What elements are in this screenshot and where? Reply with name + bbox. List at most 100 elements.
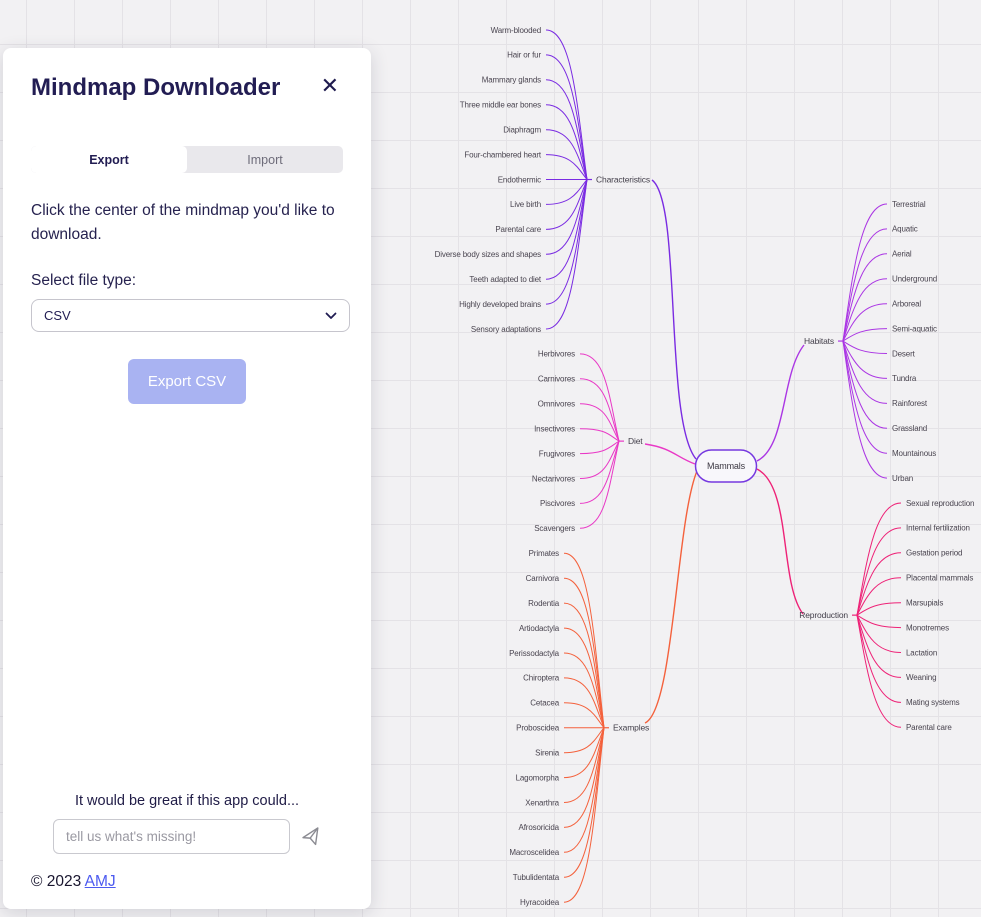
mindmap-branch-reproduction: Sexual reproduction Internal fertilizatio… <box>756 468 974 732</box>
mindmap-leaf-node[interactable]: Endothermic <box>498 175 542 184</box>
mindmap-branch-node[interactable]: Characteristics <box>596 174 650 184</box>
mindmap-leaf-node[interactable]: Nectarivores <box>532 474 575 483</box>
mindmap-leaf-node[interactable]: Arboreal <box>892 300 922 309</box>
mindmap-leaf-node[interactable]: Rodentia <box>528 599 560 608</box>
mindmap-leaf-node[interactable]: Grassland <box>892 424 927 433</box>
mindmap-leaf-node[interactable]: Mountainous <box>892 449 936 458</box>
mindmap-leaf-node[interactable]: Piscivores <box>540 499 575 508</box>
mindmap-edge <box>856 614 902 629</box>
mindmap-leaf-node[interactable]: Frugivores <box>539 449 576 458</box>
mindmap-leaf-node[interactable]: Carnivora <box>526 574 560 583</box>
mindmap-edge <box>579 378 620 442</box>
mindmap-leaf-node[interactable]: Highly developed brains <box>459 300 541 309</box>
mindmap-leaf-node[interactable]: Parental care <box>495 225 541 234</box>
mindmap-edge <box>644 443 696 465</box>
mindmap-edge <box>856 614 902 653</box>
mindmap-leaf-node[interactable]: Three middle ear bones <box>460 101 541 110</box>
mindmap-leaf-node[interactable]: Artiodactyla <box>519 624 560 633</box>
mindmap-leaf-node[interactable]: Weaning <box>906 673 937 682</box>
mindmap-leaf-node[interactable]: Insectivores <box>534 425 575 434</box>
mindmap-leaf-node[interactable]: Marsupials <box>906 599 943 608</box>
mindmap-leaf-node[interactable]: Underground <box>892 275 937 284</box>
mindmap-branch-node[interactable]: Diet <box>628 436 643 446</box>
mindmap-edge <box>545 179 588 280</box>
mindmap-leaf-node[interactable]: Parental care <box>906 723 952 732</box>
mindmap-leaf-node[interactable]: Chiroptera <box>523 674 560 683</box>
mindmap-leaf-node[interactable]: Hyracoidea <box>520 898 560 907</box>
mindmap-leaf-node[interactable]: Diverse body sizes and shapes <box>435 250 542 259</box>
mindmap-edge <box>756 344 805 462</box>
mindmap-leaf-node[interactable]: Macroscelidea <box>509 848 559 857</box>
mindmap-edge <box>563 727 605 853</box>
panel-header: Mindmap Downloader ✕ <box>31 72 343 104</box>
mindmap-root-node[interactable]: Mammals <box>694 449 758 483</box>
mindmap-root-label[interactable]: Mammals <box>707 461 746 471</box>
feedback-row <box>31 819 343 854</box>
mindmap-leaf-node[interactable]: Tundra <box>892 374 917 383</box>
feedback-input[interactable] <box>53 819 290 854</box>
mindmap-leaf-node[interactable]: Rainforest <box>892 399 928 408</box>
mindmap-leaf-node[interactable]: Urban <box>892 474 913 483</box>
mindmap-leaf-node[interactable]: Placental mammals <box>906 574 974 583</box>
mindmap-leaf-node[interactable]: Aquatic <box>892 225 918 234</box>
mindmap-edge <box>842 340 888 354</box>
mindmap-leaf-node[interactable]: Herbivores <box>538 350 575 359</box>
mindmap-leaf-node[interactable]: Hair or fur <box>507 51 542 60</box>
mindmap-edge <box>856 614 902 678</box>
tab-import[interactable]: Import <box>187 146 343 173</box>
file-type-select[interactable]: CSV <box>31 299 350 332</box>
mindmap-edge <box>545 129 588 180</box>
mindmap-leaf-node[interactable]: Carnivores <box>538 375 575 384</box>
mindmap-edge <box>563 627 605 728</box>
mindmap-leaf-node[interactable]: Four-chambered heart <box>464 150 542 159</box>
mindmap-leaf-node[interactable]: Teeth adapted to diet <box>469 275 542 284</box>
mindmap-leaf-node[interactable]: Gestation period <box>906 549 962 558</box>
mindmap-edge <box>856 552 902 616</box>
mindmap-leaf-node[interactable]: Aerial <box>892 250 912 259</box>
export-csv-button[interactable]: Export CSV <box>128 359 246 404</box>
mindmap-branch-node[interactable]: Examples <box>613 723 649 733</box>
mindmap-leaf-node[interactable]: Semi-aquatic <box>892 324 937 333</box>
mindmap-edge <box>545 29 588 180</box>
mindmap-leaf-node[interactable]: Desert <box>892 349 916 358</box>
mindmap-branch-node[interactable]: Habitats <box>804 336 834 346</box>
mindmap-leaf-node[interactable]: Mating systems <box>906 698 960 707</box>
mindmap-leaf-node[interactable]: Scavengers <box>534 524 575 533</box>
mindmap-edge <box>842 203 888 342</box>
copyright-link[interactable]: AMJ <box>84 873 116 890</box>
mindmap-leaf-node[interactable]: Monotremes <box>906 623 949 632</box>
mindmap-edge <box>545 79 588 180</box>
mindmap-leaf-node[interactable]: Mammary glands <box>482 76 542 85</box>
mindmap-edge <box>545 54 588 180</box>
mindmap-edge <box>842 340 888 404</box>
mindmap-edge <box>579 441 620 529</box>
mindmap-leaf-node[interactable]: Xenarthra <box>525 798 560 807</box>
send-icon[interactable] <box>300 826 322 848</box>
mindmap-leaf-node[interactable]: Sirenia <box>535 749 560 758</box>
mindmap-leaf-node[interactable]: Warm-blooded <box>491 26 542 35</box>
close-icon[interactable]: ✕ <box>317 72 343 100</box>
mindmap-leaf-node[interactable]: Afrosoricida <box>519 823 560 832</box>
mindmap-leaf-node[interactable]: Live birth <box>510 200 541 209</box>
mindmap-root-shape[interactable] <box>694 449 758 483</box>
mindmap-leaf-node[interactable]: Diaphragm <box>503 126 541 135</box>
mindmap-branch-node[interactable]: Reproduction <box>799 610 848 620</box>
mindmap-edge <box>856 577 902 616</box>
mindmap-leaf-node[interactable]: Tubulidentata <box>513 873 560 882</box>
tab-export[interactable]: Export <box>31 146 187 173</box>
mindmap-leaf-node[interactable]: Terrestrial <box>892 200 926 209</box>
mindmap-leaf-node[interactable]: Internal fertilization <box>906 524 970 533</box>
mindmap-leaf-node[interactable]: Sexual reproduction <box>906 499 974 508</box>
mindmap-leaf-node[interactable]: Omnivores <box>538 400 576 409</box>
mindmap-edge <box>579 403 620 442</box>
mindmap-leaf-node[interactable]: Primates <box>529 549 560 558</box>
mindmap-leaf-node[interactable]: Sensory adaptations <box>471 325 541 334</box>
mindmap-leaf-node[interactable]: Perissodactyla <box>509 649 560 658</box>
mindmap-edge <box>563 727 605 803</box>
mindmap-leaf-node[interactable]: Lactation <box>906 648 937 657</box>
mindmap-leaf-node[interactable]: Cetacea <box>530 699 560 708</box>
mindmap-leaf-node[interactable]: Lagomorpha <box>516 773 560 782</box>
mindmap-leaf-node[interactable]: Proboscidea <box>516 724 560 733</box>
panel-title: Mindmap Downloader <box>31 74 281 101</box>
